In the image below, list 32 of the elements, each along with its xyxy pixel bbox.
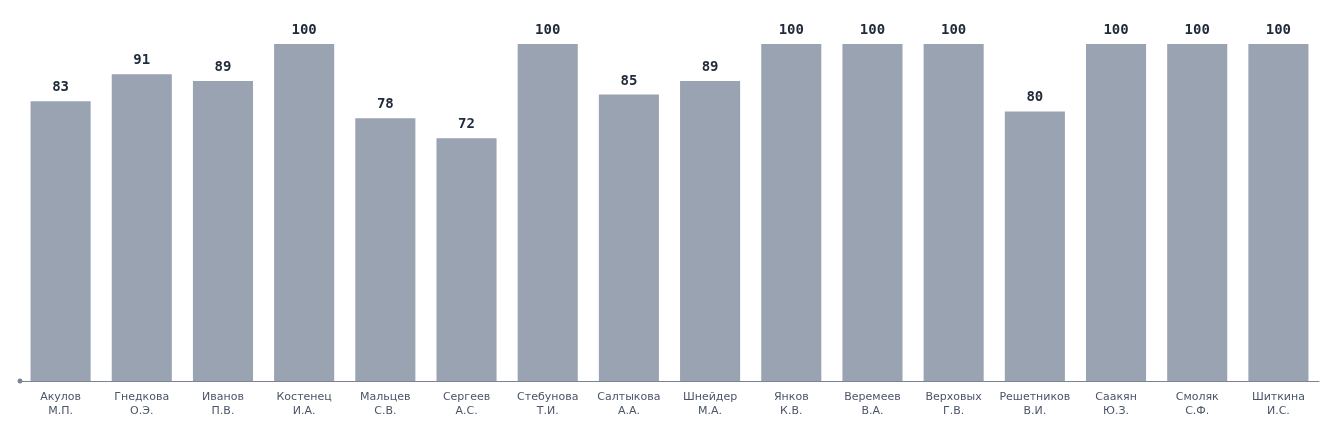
data-label: 89 (214, 58, 232, 75)
data-label: 78 (376, 95, 394, 112)
x-tick-label: Акулов М.П. (40, 389, 82, 417)
x-tick-label: Веремеев В.А. (844, 389, 901, 417)
data-label: 100 (1184, 21, 1210, 37)
data-label: 72 (458, 115, 475, 132)
x-tick-label: Салтыкова А.А. (597, 389, 661, 417)
data-label: 80 (1026, 88, 1044, 105)
data-label: 100 (859, 21, 886, 37)
data-label: 91 (133, 51, 151, 68)
x-tick-label: Решетников В.И. (999, 389, 1071, 417)
data-label: 100 (778, 21, 804, 37)
data-label: 100 (941, 21, 967, 37)
data-label: 85 (620, 71, 638, 88)
data-label: 100 (291, 21, 317, 37)
x-tick-label: Иванов П.В. (202, 389, 244, 417)
x-tick-label: Гнедкова О.Э. (114, 389, 170, 417)
data-label: 100 (535, 21, 561, 37)
x-tick-label: Шнейдер М.А. (682, 389, 738, 417)
data-label: 100 (1103, 21, 1129, 37)
x-tick-label: Костенец И.А. (276, 389, 332, 417)
x-tick-label: Смоляк С.Ф. (1175, 389, 1220, 417)
x-tick-label: Сергеев А.С. (442, 389, 491, 417)
data-label: 83 (52, 78, 70, 95)
x-tick-label: Шиткина И.С. (1251, 389, 1305, 417)
data-label: 100 (1265, 21, 1292, 37)
x-tick-label: Саакян Ю.З. (1095, 389, 1137, 417)
x-tick-label: Верховых Г.В. (925, 389, 983, 417)
x-tick-label: Янков К.В. (773, 389, 809, 417)
x-tick-label: Мальцев С.В. (360, 389, 411, 417)
data-label: 89 (701, 58, 719, 75)
x-tick-label: Стебунова Т.И. (517, 389, 579, 417)
